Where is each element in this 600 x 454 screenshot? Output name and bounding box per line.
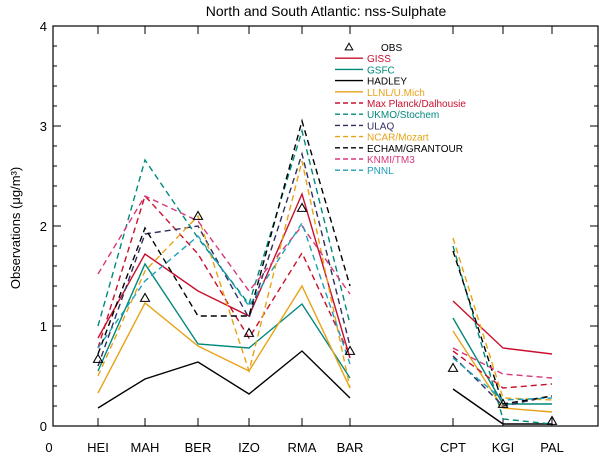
y-tick-label: 0 [40,419,47,434]
x-tick-label: KGI [492,440,514,454]
legend-obs-marker [344,42,354,51]
y-axis: 0 1 2 3 4 [40,19,598,434]
series-llnl-u-mich [97,284,553,413]
series-line [97,151,351,367]
x-tick-label: MAH [131,440,160,454]
series-line [97,221,351,365]
legend-label: HADLEY [367,77,407,88]
y-axis-label: Observations (μg/m³) [8,167,23,289]
legend-label-obs: OBS [381,43,402,54]
obs-marker [344,345,356,355]
series-line [452,250,553,405]
y-tick-label: 4 [40,19,47,34]
y-tick-label: 1 [40,319,47,334]
series-line [97,350,351,409]
legend-label: ECHAM/GRANTOUR [367,144,463,155]
series-line [97,195,351,295]
series-line [452,300,553,355]
obs-marker [546,415,558,425]
series-line [97,118,351,355]
series-line [97,284,351,394]
series-line [452,330,553,413]
x-tick-label: BAR [337,440,364,454]
series-line [452,317,552,405]
series-max-planck-dalhousie [97,194,553,389]
series-line [452,245,553,425]
series-hadley [97,350,552,425]
series-line [452,388,552,425]
series-line [97,160,351,389]
legend-label: GSFC [367,65,395,76]
series-layer [97,118,553,425]
series-echam-grantour [97,118,553,405]
obs-marker [296,202,308,212]
legend-label: PNNL [367,166,394,177]
series-line [452,237,553,401]
series-ukmo-stochem [97,128,553,425]
y-tick-label: 2 [40,219,47,234]
obs-layer [92,202,558,425]
obs-marker [92,353,104,363]
chart-title: North and South Atlantic: nss-Sulphate [206,3,447,19]
series-knmi-tm3 [97,195,553,379]
series-line [97,128,351,327]
legend-label: UKMO/Stochem [367,110,439,121]
legend-label: LLNL/U.Mich [367,88,425,99]
series-line [97,262,351,379]
legend-label: Max Planck/Dalhousie [367,99,466,110]
obs-marker [139,292,151,302]
series-line [452,350,553,389]
series-line [452,357,553,401]
series-giss [97,191,553,359]
y-tick-label: 3 [40,119,47,134]
legend-label: NCAR/Mozart [367,133,429,144]
x-origin-label: 0 [45,440,52,454]
series-line [97,191,351,359]
plot-frame [52,25,599,427]
x-tick-label: RMA [288,440,317,454]
x-axis: HEI MAH BER IZO RMA BAR CPT KGI PAL [87,26,564,454]
x-tick-label: CPT [440,440,466,454]
series-line [97,194,351,357]
obs-marker [192,210,204,220]
obs-marker [497,398,509,408]
x-tick-label: BER [185,440,212,454]
obs-marker [243,327,255,337]
x-tick-label: IZO [238,440,260,454]
legend-label: GISS [367,54,391,65]
x-tick-label: PAL [540,440,564,454]
obs-marker [447,362,459,372]
x-tick-label: HEI [87,440,109,454]
legend-label: ULAQ [367,121,394,132]
legend-label: KNMI/TM3 [367,155,415,166]
